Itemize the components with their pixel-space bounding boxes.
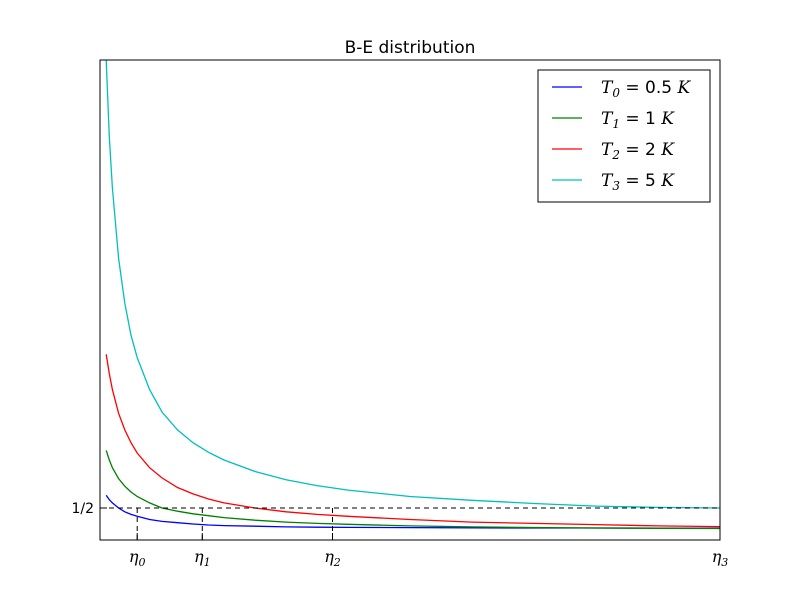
series-line-3 [105,59,721,509]
series-layer [105,59,721,530]
legend-label-0: T0 = 0.5 K [601,78,692,100]
plot-frame [99,59,721,541]
x-tick-label-0: η0 [129,547,146,569]
legend: T0 = 0.5 K T1 = 1 K T2 = 2 K T3 = 5 K [537,69,711,203]
chart-title: B-E distribution [345,38,476,58]
legend-label-3: T3 = 5 K [601,171,675,193]
series-line-2 [105,354,721,528]
x-tick-label-3: η3 [712,547,729,569]
series-line-0 [105,494,721,529]
x-tick-label-1: η1 [194,547,211,569]
legend-label-2: T2 = 2 K [601,140,675,162]
tick-layer: η0 η1 η2 η3 1/2 [71,501,728,569]
series-line-1 [105,450,721,530]
legend-label-1: T1 = 1 K [601,109,675,131]
y-tick-label-0: 1/2 [71,501,94,517]
x-tick-label-2: η2 [324,547,341,569]
